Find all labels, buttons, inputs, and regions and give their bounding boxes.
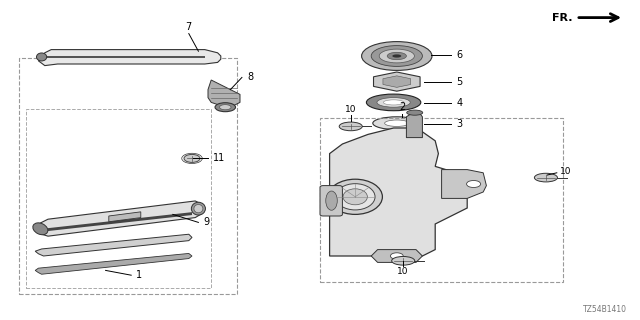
- Ellipse shape: [534, 173, 557, 182]
- Polygon shape: [35, 234, 192, 256]
- Text: 6: 6: [456, 50, 463, 60]
- Ellipse shape: [343, 189, 367, 205]
- Ellipse shape: [326, 191, 337, 210]
- Polygon shape: [48, 212, 192, 231]
- Polygon shape: [330, 128, 467, 256]
- Text: 10: 10: [397, 267, 409, 276]
- Text: 5: 5: [456, 77, 463, 87]
- Polygon shape: [442, 170, 486, 198]
- Ellipse shape: [335, 184, 375, 210]
- Bar: [26, 109, 211, 288]
- Text: 10: 10: [560, 167, 572, 176]
- Ellipse shape: [194, 204, 203, 213]
- Ellipse shape: [33, 223, 48, 235]
- Polygon shape: [374, 72, 420, 91]
- FancyBboxPatch shape: [320, 186, 342, 216]
- Ellipse shape: [371, 46, 422, 67]
- Ellipse shape: [36, 53, 47, 61]
- Ellipse shape: [385, 120, 409, 126]
- Text: FR.: FR.: [552, 12, 573, 23]
- Polygon shape: [38, 50, 221, 66]
- Text: 10: 10: [345, 105, 356, 114]
- Text: 7: 7: [186, 22, 192, 32]
- Bar: [19, 58, 237, 294]
- Ellipse shape: [372, 117, 421, 130]
- Ellipse shape: [377, 98, 410, 107]
- Polygon shape: [109, 212, 141, 222]
- Ellipse shape: [362, 42, 432, 70]
- Ellipse shape: [383, 100, 404, 105]
- Text: 3: 3: [456, 119, 463, 129]
- Ellipse shape: [367, 94, 421, 111]
- Text: 11: 11: [212, 153, 225, 164]
- Text: 2: 2: [399, 102, 405, 112]
- Ellipse shape: [184, 155, 200, 163]
- Polygon shape: [383, 76, 411, 87]
- Ellipse shape: [467, 180, 481, 188]
- Polygon shape: [45, 56, 205, 58]
- Ellipse shape: [387, 52, 406, 60]
- Polygon shape: [208, 80, 240, 106]
- Ellipse shape: [392, 256, 415, 265]
- Text: 4: 4: [456, 98, 463, 108]
- Ellipse shape: [215, 103, 236, 112]
- Text: 8: 8: [247, 72, 253, 83]
- Ellipse shape: [392, 54, 401, 58]
- Ellipse shape: [191, 202, 205, 215]
- Polygon shape: [406, 113, 422, 138]
- Ellipse shape: [379, 49, 415, 63]
- Ellipse shape: [407, 110, 423, 115]
- Ellipse shape: [390, 253, 403, 259]
- Ellipse shape: [220, 105, 231, 110]
- Text: 9: 9: [204, 217, 210, 228]
- Bar: [320, 118, 563, 282]
- Polygon shape: [35, 253, 192, 274]
- Text: TZ54B1410: TZ54B1410: [583, 305, 627, 314]
- Ellipse shape: [339, 122, 362, 131]
- Polygon shape: [35, 201, 204, 236]
- Ellipse shape: [328, 179, 383, 214]
- Polygon shape: [371, 250, 422, 262]
- Text: 1: 1: [136, 270, 143, 280]
